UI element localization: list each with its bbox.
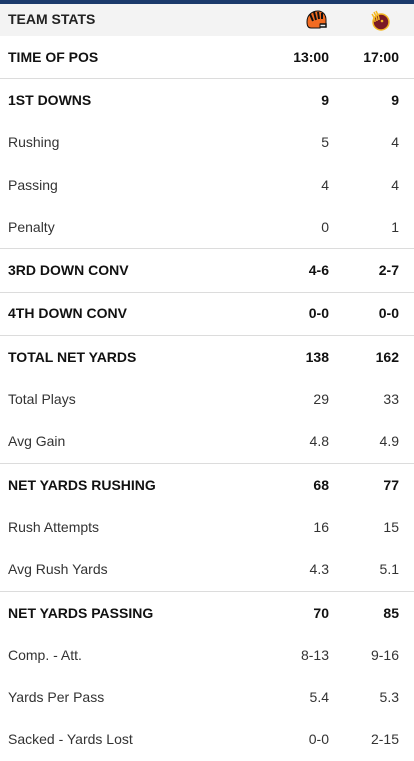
top-accent-bar [0,0,414,4]
away-team-value: 85 [383,604,399,621]
stat-label: Avg Gain [8,433,66,450]
home-team-value: 4.3 [309,561,329,578]
away-team-value: 15 [383,518,399,535]
away-team-value: 5.3 [379,689,399,706]
home-team-value: 5 [321,134,329,151]
stat-label: Comp. - Att. [8,646,82,663]
stat-label: NET YARDS PASSING [8,604,154,621]
away-team-value: 162 [375,348,399,365]
stat-label: Rushing [8,134,60,151]
stat-label: Rush Attempts [8,518,100,535]
away-team-value: 4.9 [379,433,399,450]
stat-label: Penalty [8,218,55,235]
stat-label: Yards Per Pass [8,689,105,706]
team-stats-title: TEAM STATS [8,11,96,27]
away-team-value: 17:00 [363,48,399,65]
stat-label: Passing [8,176,58,193]
stat-label: 3RD DOWN CONV [8,262,129,279]
stat-row: Rush Attempts 16 15 [0,506,414,548]
away-team-value: 4 [391,134,399,151]
home-team-value: 0-0 [308,731,329,748]
home-team-value: 0 [321,218,329,235]
stat-row: Sacked - Yards Lost 0-0 2-15 [0,719,414,761]
away-team-value: 4 [391,176,399,193]
home-team-value: 4 [321,176,329,193]
stat-row: Penalty 0 1 [0,206,414,248]
home-team-value: 4-6 [308,262,329,279]
stat-row: Total Plays 29 33 [0,378,414,420]
stat-row: 1ST DOWNS 9 9 [0,78,414,121]
stat-row: Rushing 5 4 [0,122,414,164]
away-team-value: 9-16 [370,646,399,663]
away-team-value: 1 [391,218,399,235]
away-team-value: 9 [391,91,399,108]
stat-row: Avg Gain 4.8 4.9 [0,421,414,463]
home-team-value: 5.4 [309,689,329,706]
stat-row: TIME OF POS 13:00 17:00 [0,36,414,78]
stat-label: Total Plays [8,391,76,408]
stat-row: NET YARDS RUSHING 68 77 [0,462,414,506]
home-team-value: 70 [313,604,329,621]
stat-label: 4TH DOWN CONV [8,305,127,322]
stat-label: Avg Rush Yards [8,561,108,578]
stat-row: Avg Rush Yards 4.3 5.1 [0,549,414,591]
away-team-value: 77 [383,476,399,493]
away-team-value: 33 [383,391,399,408]
stat-row: 4TH DOWN CONV 0-0 0-0 [0,291,414,335]
stat-label: TIME OF POS [8,48,99,65]
away-team-value: 2-15 [370,731,399,748]
home-team-value: 9 [321,91,329,108]
stat-label: 1ST DOWNS [8,91,92,108]
redskins-logo-icon [368,8,392,32]
stat-row: 3RD DOWN CONV 4-6 2-7 [0,248,414,291]
home-team-value: 16 [313,518,329,535]
stat-row: Yards Per Pass 5.4 5.3 [0,676,414,718]
away-team-value: 2-7 [378,262,399,279]
stat-label: Sacked - Yards Lost [8,731,133,748]
bengals-helmet-icon [304,8,328,32]
home-team-value: 8-13 [300,646,329,663]
stat-row: Comp. - Att. 8-13 9-16 [0,634,414,676]
stat-row: Passing 4 4 [0,164,414,206]
home-team-value: 4.8 [309,433,329,450]
stat-label: TOTAL NET YARDS [8,348,137,365]
home-team-value: 0-0 [308,305,329,322]
stat-row: NET YARDS PASSING 70 85 [0,590,414,634]
away-team-value: 0-0 [378,305,399,322]
home-team-value: 138 [305,348,329,365]
home-team-value: 68 [313,476,329,493]
stat-row: TOTAL NET YARDS 138 162 [0,335,414,378]
stat-label: NET YARDS RUSHING [8,476,156,493]
away-team-value: 5.1 [379,561,399,578]
stats-table: TIME OF POS 13:00 17:00 1ST DOWNS 9 9 Rushing 5… [0,36,414,761]
home-team-value: 29 [313,391,329,408]
home-team-value: 13:00 [293,48,329,65]
team-stats-header: TEAM STATS [0,4,414,36]
